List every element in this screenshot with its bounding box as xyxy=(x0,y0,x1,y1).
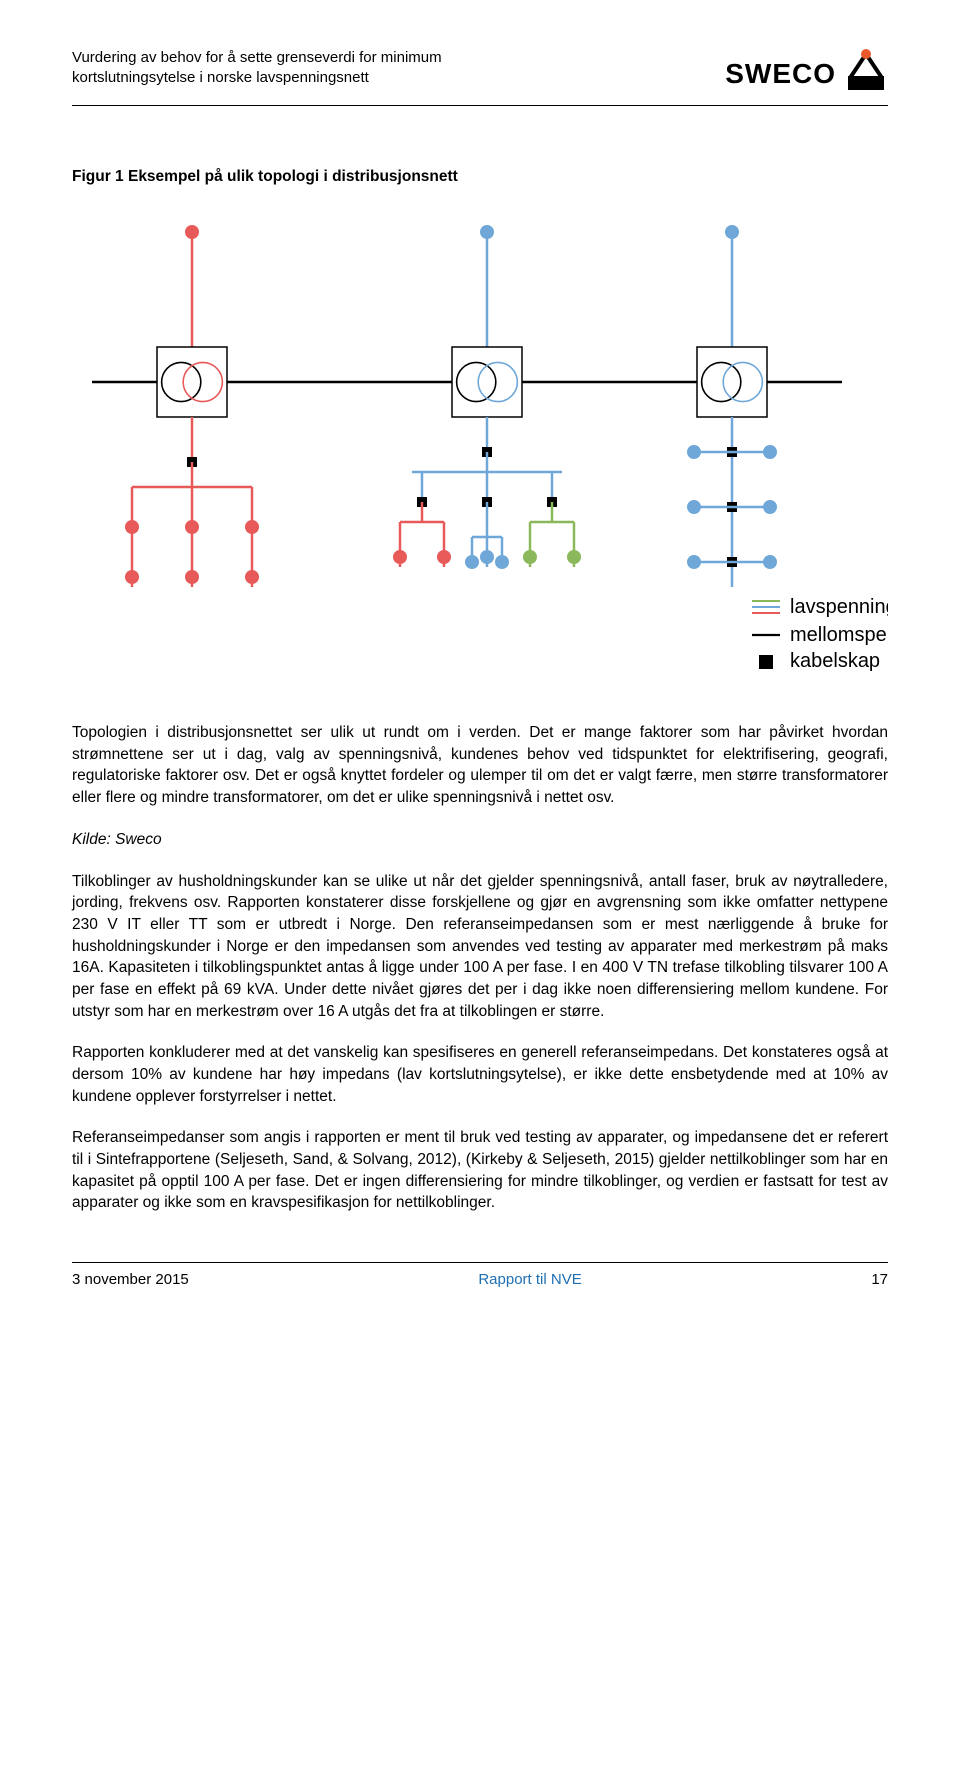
page-footer: 3 november 2015 Rapport til NVE 17 xyxy=(72,1262,888,1290)
footer-date: 3 november 2015 xyxy=(72,1269,189,1290)
header-title-line2: kortslutningsytelse i norske lavspenning… xyxy=(72,69,369,86)
topology-diagram: lavspenning mellomspenning kabelskap xyxy=(72,207,888,684)
page-header: Vurdering av behov for å sette grensever… xyxy=(72,48,888,99)
topology-svg: lavspenning mellomspenning kabelskap xyxy=(72,207,888,677)
svg-text:mellomspenning: mellomspenning xyxy=(790,624,888,646)
header-title-line1: Vurdering av behov for å sette grensever… xyxy=(72,49,442,66)
header-rule xyxy=(72,105,888,106)
body-text: Topologien i distribusjonsnettet ser uli… xyxy=(72,722,888,1214)
svg-text:lavspenning: lavspenning xyxy=(790,596,888,618)
logo-text: SWECO xyxy=(725,54,836,93)
logo-icon xyxy=(844,48,888,99)
figure-caption: Figur 1 Eksempel på ulik topologi i dist… xyxy=(72,166,888,188)
footer-center: Rapport til NVE xyxy=(189,1269,872,1290)
figure-source: Kilde: Sweco xyxy=(72,829,888,851)
paragraph-4: Referanseimpedanser som angis i rapporte… xyxy=(72,1127,888,1214)
footer-page: 17 xyxy=(871,1269,888,1290)
paragraph-1: Topologien i distribusjonsnettet ser uli… xyxy=(72,722,888,809)
svg-text:kabelskap: kabelskap xyxy=(790,650,880,672)
header-title: Vurdering av behov for å sette grensever… xyxy=(72,48,442,89)
logo: SWECO xyxy=(725,48,888,99)
paragraph-2: Tilkoblinger av husholdningskunder kan s… xyxy=(72,871,888,1023)
paragraph-3: Rapporten konkluderer med at det vanskel… xyxy=(72,1042,888,1107)
